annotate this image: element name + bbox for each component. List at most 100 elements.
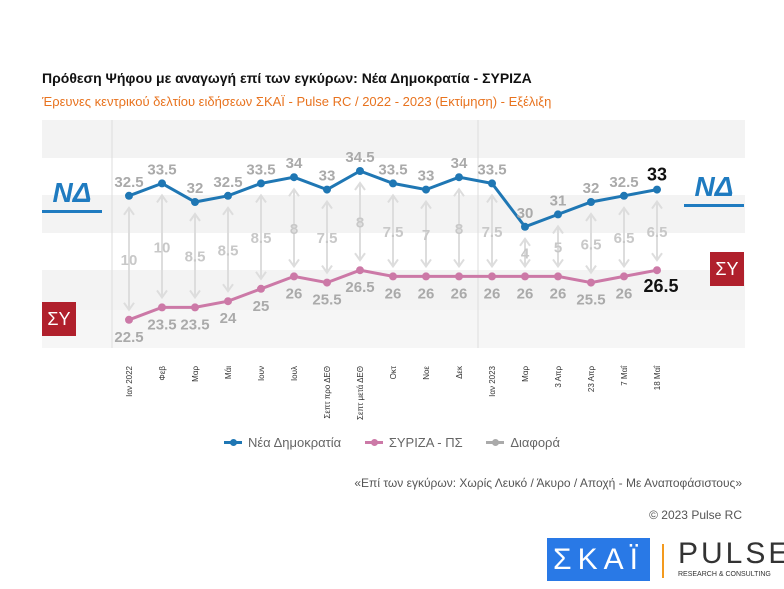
x-tick-label: Μαρ (521, 366, 530, 382)
syriza-point (125, 315, 133, 324)
diff-label: 7.5 (317, 230, 338, 247)
syriza-data-label: 26 (385, 285, 402, 302)
diff-label: 8 (290, 221, 298, 238)
x-tick-label: Σεπτ μετά ΔΕΘ (356, 366, 365, 420)
nd-point (191, 198, 199, 206)
diff-label: 8 (455, 221, 463, 238)
nd-data-label: 33.5 (246, 161, 275, 178)
line-chart: 10 10 8.5 8.5 8.5 8 7.5 8 7.5 7 8 7.5 4 5 6.5 6.5 6.5 32.… (42, 120, 745, 420)
x-tick-label: Σεπτ προ ΔΕΘ (323, 366, 332, 419)
nd-data-label: 30 (517, 205, 534, 222)
legend-label: ΣΥΡΙΖΑ - ΠΣ (388, 435, 463, 450)
x-tick-label: Νοε (422, 366, 431, 380)
legend-label: Νέα Δημοκρατία (248, 435, 342, 450)
legend-marker (364, 439, 383, 446)
x-tick-label: 18 Μαΐ (653, 365, 662, 390)
nd-data-label: 34 (451, 155, 468, 172)
syriza-point (653, 266, 661, 275)
syriza-point (257, 284, 265, 293)
diff-arrowhead (387, 193, 399, 269)
diff-arrowhead (486, 193, 498, 269)
nd-data-label: 33.5 (477, 161, 506, 178)
x-tick-label: Φεβ (158, 366, 167, 381)
chart-title: Πρόθεση Ψήφου με αναγωγή επί των εγκύρων… (42, 70, 532, 86)
legend-marker (486, 439, 505, 446)
syriza-point (554, 272, 562, 281)
syriza-data-label: 26 (418, 285, 435, 302)
diff-label: 6.5 (581, 236, 602, 253)
diff-label: 7 (422, 227, 430, 244)
nd-data-label: 32.5 (609, 174, 638, 191)
syriza-point (620, 272, 628, 281)
syriza-data-label: 25 (253, 298, 270, 315)
diff-label: 8.5 (251, 230, 272, 247)
diff-arrowhead (156, 193, 168, 300)
legend-nd[interactable]: Νέα Δημοκρατία (224, 435, 341, 450)
grid-band (42, 310, 745, 348)
x-tick-label: Μαρ (191, 366, 200, 382)
nd-data-label: 32.5 (213, 174, 242, 191)
diff-arrowhead (321, 199, 333, 275)
diff-label: 6.5 (614, 230, 635, 247)
legend-label: Διαφορά (510, 435, 560, 450)
x-tick-label: Μάι (224, 366, 233, 379)
nd-data-label: 34.5 (345, 149, 374, 166)
diff-label: 6.5 (647, 224, 668, 241)
diff-label: 5 (554, 239, 562, 256)
diff-arrowhead (585, 212, 597, 275)
syriza-data-label: 23.5 (180, 316, 209, 333)
footnote: «Επί των εγκύρων: Χωρίς Λευκό / Άκυρο / … (354, 476, 742, 490)
syriza-point (422, 272, 430, 281)
nd-data-label: 31 (550, 192, 567, 209)
syriza-point (356, 266, 364, 275)
diff-arrowhead (354, 181, 366, 262)
syriza-point (290, 272, 298, 281)
diff-arrowhead (123, 206, 135, 312)
diff-arrowhead (618, 206, 630, 269)
syriza-point (488, 272, 496, 281)
diff-label: 8.5 (218, 243, 239, 260)
syriza-data-label: 26 (550, 285, 567, 302)
nd-point (290, 173, 298, 182)
chart-subtitle: Έρευνες κεντρικού δελτίου ειδήσεων ΣΚΑΪ … (42, 94, 552, 109)
diff-arrowhead (552, 224, 564, 269)
x-tick-label: Δεκ (455, 365, 464, 379)
diff-label: 8.5 (185, 249, 206, 266)
nd-point (158, 179, 166, 188)
syriza-point (158, 303, 166, 312)
syriza-data-label: 26.5 (345, 279, 374, 296)
nd-point (521, 222, 529, 231)
nd-point (488, 179, 496, 188)
syriza-data-label: 26 (451, 285, 468, 302)
syriza-point (191, 303, 199, 312)
nd-point (422, 185, 430, 194)
x-tick-label: Ιουν (257, 366, 266, 381)
legend-syriza[interactable]: ΣΥΡΙΖΑ - ΠΣ (364, 435, 463, 450)
nd-data-label: 32.5 (114, 174, 143, 191)
nd-point (323, 185, 331, 194)
nd-data-label: 33 (647, 165, 667, 185)
pulse-logo-sub: RESEARCH & CONSULTING (678, 571, 771, 578)
syriza-data-label: 26 (616, 285, 633, 302)
pulse-logo: PULSE RESEARCH & CONSULTING (660, 538, 784, 584)
diff-arrowhead (189, 212, 201, 300)
syriza-data-label: 24 (220, 310, 237, 327)
nd-data-label: 33.5 (147, 161, 176, 178)
diff-label: 7.5 (482, 224, 503, 241)
x-tick-label: 23 Απρ (587, 366, 596, 393)
syriza-data-label: 25.5 (312, 292, 341, 309)
diff-arrowhead (420, 199, 432, 269)
x-tick-label: 3 Απρ (554, 366, 563, 388)
nd-point (554, 210, 562, 219)
diff-arrowhead (453, 187, 465, 269)
pulse-wave-icon (662, 544, 676, 578)
diff-label: 10 (121, 252, 138, 269)
diff-arrowhead (519, 237, 531, 269)
nd-point (125, 191, 133, 200)
nd-point (356, 167, 364, 175)
legend-diff[interactable]: Διαφορά (486, 435, 560, 450)
diff-arrowhead (222, 206, 234, 293)
nd-point (620, 191, 628, 200)
diff-label: 4 (521, 246, 530, 263)
nd-data-label: 32 (583, 180, 600, 197)
